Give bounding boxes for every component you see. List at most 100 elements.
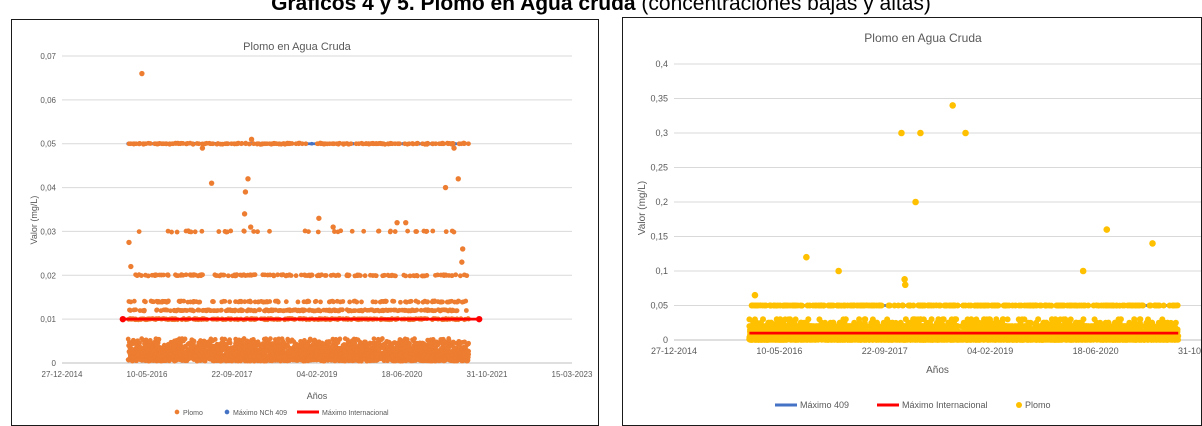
plomo-point <box>457 273 463 279</box>
plomo-point <box>405 228 411 234</box>
x-tick-label: 15-03-2023 <box>552 370 593 379</box>
plomo-point <box>407 341 412 347</box>
plomo-point <box>243 141 249 147</box>
plomo-point <box>446 337 452 343</box>
plomo-point <box>227 299 233 305</box>
plomo-point <box>241 228 247 234</box>
plomo-point <box>255 229 260 235</box>
chart-panel-low-concentrations: 0 0,01 0,02 0,03 0,04 0,05 0,06 0,07 27-12-2014 1… <box>11 19 599 426</box>
plomo-point <box>222 298 228 304</box>
plomo-point <box>147 141 153 146</box>
plomo-point <box>154 141 160 147</box>
plomo-point <box>181 298 187 304</box>
plomo-point <box>862 316 869 323</box>
plomo-point <box>408 298 414 304</box>
legend-label: Plomo <box>183 410 203 417</box>
plomo-point <box>196 141 202 147</box>
plomo-point <box>227 340 233 346</box>
legend-item: Máximo Internacional <box>297 410 389 417</box>
plomo-point <box>392 229 398 234</box>
plomo-point <box>362 273 368 279</box>
plomo-point <box>174 229 180 235</box>
plomo-point <box>371 336 377 342</box>
plomo-point-highlight <box>455 176 461 182</box>
plomo-point <box>303 141 309 147</box>
plomo-point <box>276 141 282 147</box>
plomo-point <box>332 229 337 234</box>
plomo-point-highlight <box>126 239 132 246</box>
plomo-point <box>383 298 389 304</box>
plomo-points <box>746 102 1182 343</box>
plomo-point <box>252 272 258 278</box>
plomo-point <box>403 273 409 279</box>
plomo-point <box>240 308 246 313</box>
plomo-point <box>406 141 412 147</box>
plomo-point <box>326 339 332 344</box>
plomo-point <box>137 141 143 147</box>
plomo-point <box>356 141 362 147</box>
plomo-point <box>402 141 408 147</box>
y-tick-label: 0 <box>663 335 668 345</box>
plomo-point <box>454 308 460 314</box>
y-axis-title: Valor (mg/L) <box>29 196 39 245</box>
plomo-point <box>141 307 147 313</box>
plomo-point <box>191 338 197 344</box>
plomo-point <box>895 302 902 309</box>
plomo-point <box>163 141 169 147</box>
plomo-point <box>170 141 176 147</box>
plomo-point <box>466 340 471 346</box>
plomo-point <box>376 228 382 234</box>
plomo-point <box>225 141 231 147</box>
plomo-point <box>216 229 222 234</box>
x-tick-label: 31-10-2021 <box>467 370 508 379</box>
plomo-point <box>184 141 189 147</box>
x-tick-label: 18-06-2020 <box>382 370 423 379</box>
plomo-point <box>188 229 194 235</box>
plomo-point <box>451 229 457 235</box>
plomo-point <box>306 299 312 304</box>
y-tick-label: 0,07 <box>40 52 56 61</box>
plomo-point <box>337 336 343 342</box>
plomo-point <box>313 298 319 304</box>
plomo-point <box>425 141 431 147</box>
plomo-point <box>842 316 849 323</box>
plomo-point <box>200 272 205 278</box>
plomo-point <box>363 339 368 345</box>
plomo-point <box>466 348 472 354</box>
internacional-line-endpoint <box>475 315 483 323</box>
plomo-point <box>293 273 299 279</box>
plomo-point <box>348 141 354 147</box>
plomo-point <box>219 307 224 313</box>
y-tick-label: 0,15 <box>650 232 668 242</box>
plomo-point <box>393 273 398 279</box>
plomo-point <box>342 141 348 147</box>
plomo-point <box>234 272 240 278</box>
plomo-point <box>133 307 139 313</box>
plomo-point <box>267 228 272 234</box>
x-tick-label: 22-09-2017 <box>862 346 908 356</box>
plomo-point <box>798 302 805 309</box>
plomo-point <box>373 273 379 279</box>
plomo-point <box>359 299 364 305</box>
plomo-point <box>430 228 436 234</box>
plomo-point <box>322 141 328 147</box>
plomo-point <box>299 141 305 147</box>
plomo-point <box>168 308 173 314</box>
plomo-point <box>347 299 353 305</box>
y-tick-label: 0,2 <box>655 197 668 207</box>
plomo-point <box>418 307 424 313</box>
plomo-point <box>288 273 294 278</box>
plomo-point <box>212 337 218 342</box>
plomo-point <box>463 308 469 313</box>
plomo-point <box>211 299 216 305</box>
plomo-point-highlight <box>451 145 457 151</box>
plomo-point <box>210 141 216 147</box>
plomo-point <box>445 141 451 147</box>
y-tick-label: 0,03 <box>40 227 56 236</box>
plomo-point <box>415 299 421 305</box>
plomo-point <box>391 298 397 304</box>
plomo-point <box>145 273 151 279</box>
x-tick-label: 10-05-2016 <box>756 346 802 356</box>
plomo-point-highlight <box>242 189 249 195</box>
page-heading: Gráficos 4 y 5. Plomo en Agua cruda (con… <box>0 0 1202 20</box>
